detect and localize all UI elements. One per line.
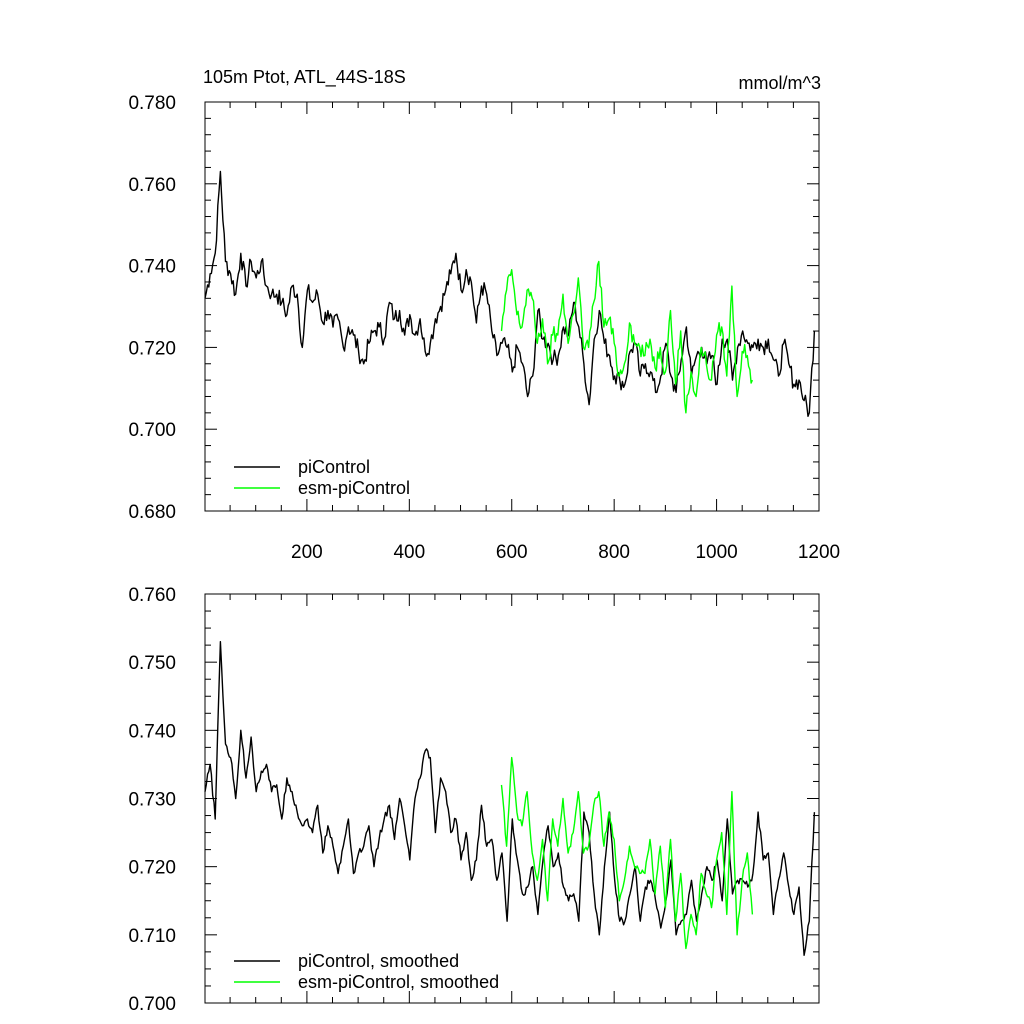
x-tick-label: 200 (291, 542, 323, 563)
x-tick-label: 800 (598, 542, 630, 563)
legend-label: piControl, smoothed (298, 951, 459, 971)
y-tick-label: 0.680 (128, 502, 176, 523)
y-tick-label: 0.710 (128, 926, 176, 947)
series-line-picontrol-smoothed (204, 641, 816, 956)
y-tick-label: 0.740 (128, 721, 176, 742)
top-panel-ticks (205, 101, 820, 512)
bottom-panel-frame (204, 593, 820, 1004)
top-panel-title: 105m Ptot, ATL_44S-18S (203, 67, 406, 88)
bottom-panel-tick-labels: 0.700 0.710 0.720 0.730 0.740 0.750 0.760 (128, 585, 176, 1015)
x-tick-label: 1200 (798, 542, 840, 563)
y-tick-label: 0.760 (128, 585, 176, 606)
legend-label: esm-piControl (298, 478, 410, 498)
bottom-panel: 0.700 0.710 0.720 0.730 0.740 0.750 0.760 piCo… (128, 585, 820, 1015)
y-tick-label: 0.720 (128, 338, 176, 359)
x-tick-label: 1000 (695, 542, 737, 563)
top-panel-lines (204, 170, 816, 417)
x-tick-label: 600 (496, 542, 528, 563)
legend-label: esm-piControl, smoothed (298, 972, 499, 992)
x-tick-label: 400 (393, 542, 425, 563)
y-tick-label: 0.720 (128, 858, 176, 879)
y-tick-label: 0.740 (128, 257, 176, 278)
top-panel-tick-labels: 0.680 0.700 0.720 0.740 0.760 0.780 200 400 600 8… (128, 93, 840, 563)
legend-label: piControl (298, 457, 370, 477)
y-tick-label: 0.700 (128, 420, 176, 441)
y-tick-label: 0.730 (128, 790, 176, 811)
y-tick-label: 0.750 (128, 653, 176, 674)
top-panel-frame (204, 101, 820, 512)
series-line-esm-picontrol (500, 260, 754, 414)
y-tick-label: 0.760 (128, 175, 176, 196)
top-panel: 0.680 0.700 0.720 0.740 0.760 0.780 200 400 600 8… (128, 67, 840, 563)
top-panel-units-label: mmol/m^3 (739, 73, 821, 93)
bottom-panel-lines (204, 641, 816, 956)
y-tick-label: 0.700 (128, 994, 176, 1015)
bottom-panel-ticks (205, 593, 820, 1004)
series-line-esm-picontrol-smoothed (500, 756, 754, 950)
series-line-picontrol (204, 170, 816, 417)
y-tick-label: 0.780 (128, 93, 176, 114)
